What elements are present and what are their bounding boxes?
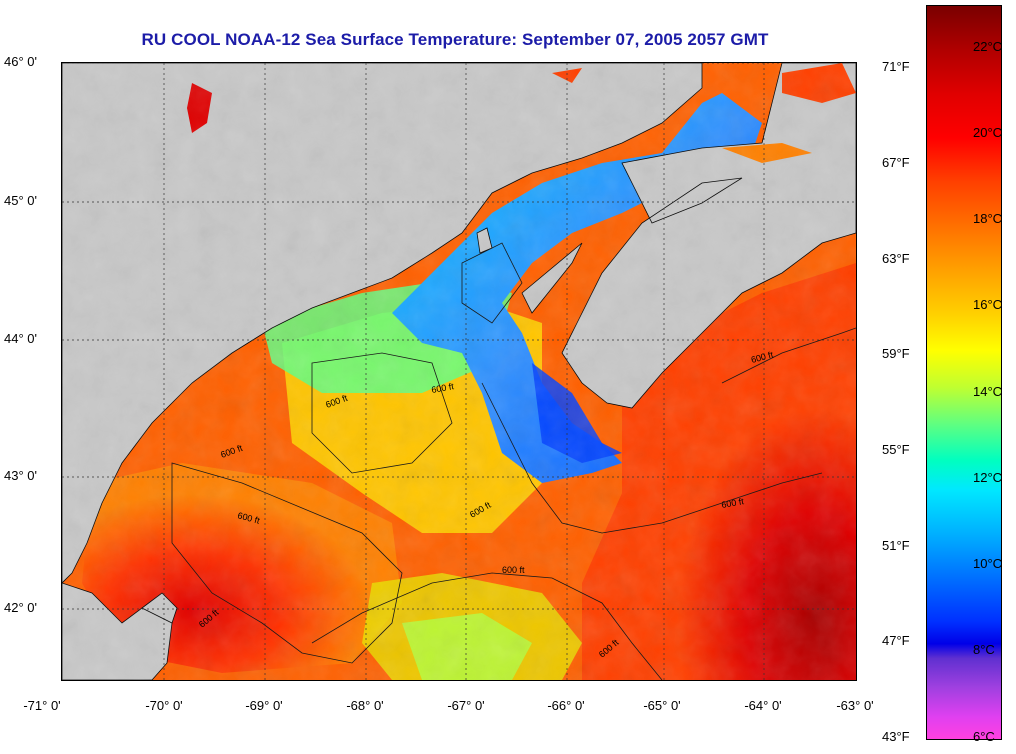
lon-label-68: -68° 0' (346, 698, 384, 713)
colorbar-c-18: 18°C (973, 211, 1003, 226)
colorbar-c-16: 16°C (973, 297, 1003, 312)
depth-contours (171, 242, 856, 680)
colorbar-c-22: 22°C (973, 39, 1003, 54)
colorbar-c-12: 12°C (973, 470, 1003, 485)
lon-label-70: -70° 0' (145, 698, 183, 713)
colorbar-f-51: 51°F (882, 538, 910, 553)
colorbar-f-67: 67°F (882, 155, 910, 170)
colorbar-f-71: 71°F (882, 59, 910, 74)
texture-overlay (62, 63, 856, 680)
colorbar-f-63: 63°F (882, 251, 910, 266)
map-title: RU COOL NOAA-12 Sea Surface Temperature:… (141, 30, 769, 49)
sst-map-canvas: 600 ft 600 ft 600 ft 600 ft 600 ft 600 f… (62, 63, 856, 680)
lon-label-66: -66° 0' (547, 698, 585, 713)
lat-label-43: 43° 0' (4, 468, 37, 483)
colorbar-f-47: 47°F (882, 633, 910, 648)
lon-label-65: -65° 0' (643, 698, 681, 713)
lat-label-46: 46° 0' (4, 54, 37, 69)
lon-label-69: -69° 0' (245, 698, 283, 713)
gridlines (62, 63, 856, 680)
colorbar-c-10: 10°C (973, 556, 1003, 571)
colorbar-c-20: 20°C (973, 125, 1003, 140)
colorbar-c-6: 6°C (973, 729, 995, 744)
lat-label-45: 45° 0' (4, 193, 37, 208)
sst-map: 600 ft 600 ft 600 ft 600 ft 600 ft 600 f… (61, 62, 857, 681)
contour-label: 600 ft (502, 565, 525, 575)
colorbar-f-59: 59°F (882, 346, 910, 361)
lon-label-64: -64° 0' (744, 698, 782, 713)
lon-label-71: -71° 0' (23, 698, 61, 713)
lon-label-67: -67° 0' (447, 698, 485, 713)
colorbar-c-8: 8°C (973, 642, 995, 657)
colorbar-f-55: 55°F (882, 442, 910, 457)
colorbar-f-43: 43°F (882, 729, 910, 744)
lat-label-44: 44° 0' (4, 331, 37, 346)
contour-label: 600 ft (721, 496, 745, 510)
contour-label: 600 ft (431, 381, 455, 395)
lat-label-42: 42° 0' (4, 600, 37, 615)
temperature-colorbar (926, 5, 1002, 740)
colorbar-c-14: 14°C (973, 384, 1003, 399)
lon-label-63: -63° 0' (836, 698, 874, 713)
